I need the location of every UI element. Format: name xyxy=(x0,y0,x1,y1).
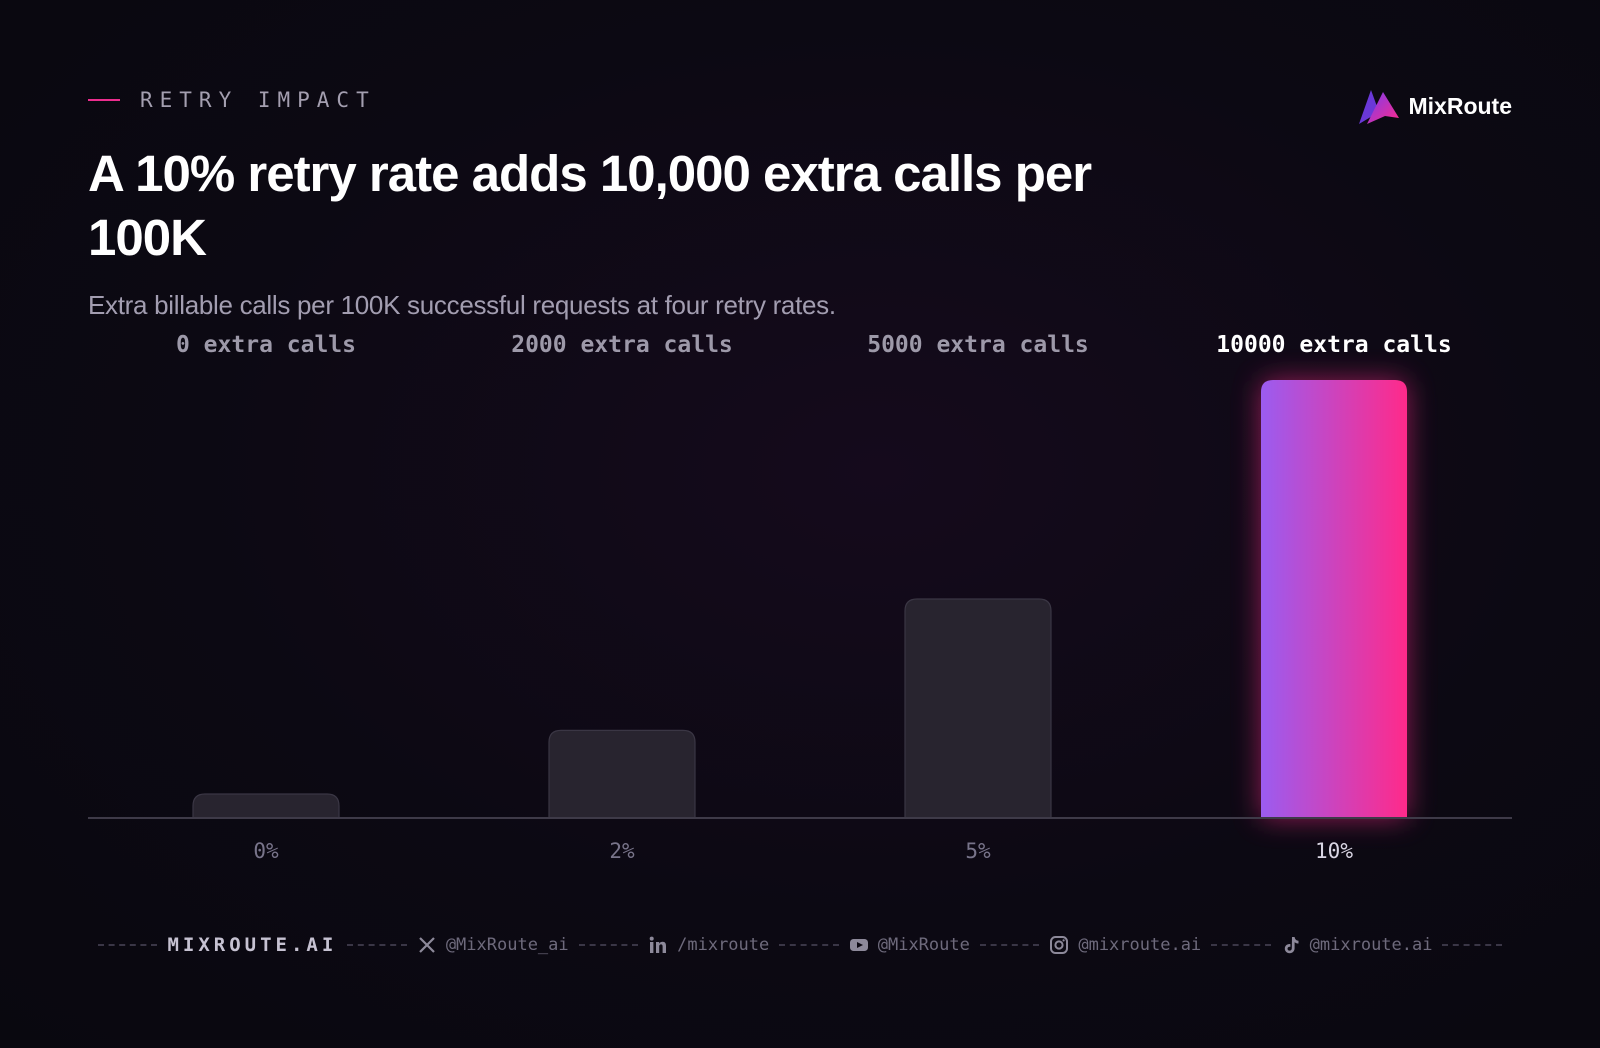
social-handle: @MixRoute_ai xyxy=(445,935,569,955)
footer: MIXROUTE.AI @MixRoute_ai /mixroute @MixR… xyxy=(88,930,1512,960)
eyebrow: RETRY IMPACT xyxy=(88,88,376,112)
footer-divider xyxy=(578,944,639,946)
footer-divider xyxy=(1211,944,1271,946)
eyebrow-text: RETRY IMPACT xyxy=(140,88,376,112)
social-handle: @MixRoute xyxy=(877,935,970,955)
value-label: 0 extra calls xyxy=(176,332,356,358)
bar-chart: 0 extra calls 0% 2000 extra calls 2% 5000 ex… xyxy=(88,332,1512,863)
instagram-icon xyxy=(1050,936,1069,954)
footer-divider xyxy=(1442,944,1502,946)
social-handle: @mixroute.ai xyxy=(1309,935,1433,955)
x-tick-label: 10% xyxy=(1315,839,1353,863)
value-label: 2000 extra calls xyxy=(511,332,733,358)
social-handle: @mixroute.ai xyxy=(1078,935,1202,955)
footer-divider xyxy=(347,944,407,946)
youtube-icon xyxy=(849,939,868,951)
social-youtube[interactable]: @MixRoute xyxy=(849,935,970,955)
brand-name: MixRoute xyxy=(1408,92,1513,119)
social-tiktok[interactable]: @mixroute.ai xyxy=(1281,935,1433,955)
footer-brand: MIXROUTE.AI xyxy=(167,934,338,956)
footer-divider xyxy=(979,944,1040,946)
footer-divider xyxy=(779,944,839,946)
bar xyxy=(904,598,1052,819)
linkedin-icon xyxy=(649,936,667,953)
brand-logo: MixRoute xyxy=(1357,86,1513,126)
x-tick-label: 5% xyxy=(965,839,991,863)
page-title: A 10% retry rate adds 10,000 extra calls… xyxy=(88,145,1092,266)
footer-divider xyxy=(98,944,158,946)
bar xyxy=(548,729,696,819)
bar-highlight xyxy=(1261,380,1407,818)
bar xyxy=(192,793,340,819)
social-linkedin[interactable]: /mixroute xyxy=(648,935,769,955)
social-handle: /mixroute xyxy=(677,935,770,955)
tiktok-icon xyxy=(1284,937,1299,954)
value-label: 10000 extra calls xyxy=(1216,332,1451,358)
x-icon xyxy=(419,937,435,953)
mixroute-logo-icon xyxy=(1358,90,1399,124)
page-subtitle: Extra billable calls per 100K successful… xyxy=(88,290,836,320)
value-label: 5000 extra calls xyxy=(867,332,1089,358)
eyebrow-accent-line xyxy=(88,99,120,101)
x-tick-label: 0% xyxy=(253,839,279,863)
x-tick-label: 2% xyxy=(609,839,635,863)
social-instagram[interactable]: @mixroute.ai xyxy=(1049,935,1201,955)
social-x[interactable]: @MixRoute_ai xyxy=(417,935,569,955)
